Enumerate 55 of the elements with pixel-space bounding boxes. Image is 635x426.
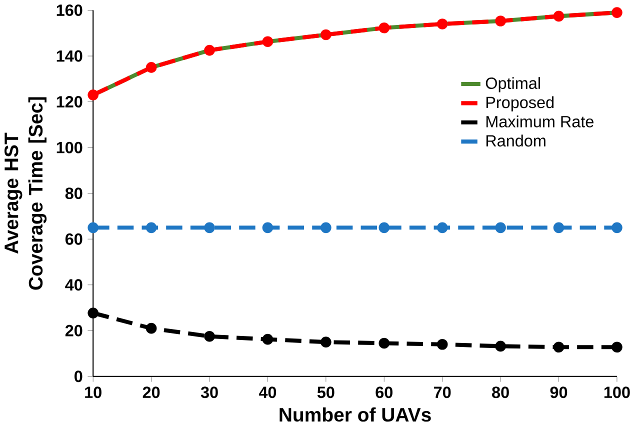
point xyxy=(146,322,157,334)
x-tick-label: 90 xyxy=(550,386,568,398)
point xyxy=(553,342,564,352)
x-tick-label: 10 xyxy=(85,386,102,398)
x-tick-label: 70 xyxy=(434,386,451,398)
y-tick-label: 160 xyxy=(56,4,82,16)
point xyxy=(553,10,564,22)
y-tick-label: 100 xyxy=(56,142,82,154)
point xyxy=(146,62,157,73)
point xyxy=(262,36,274,47)
point xyxy=(612,222,622,233)
point xyxy=(146,222,157,233)
point xyxy=(88,222,99,233)
point xyxy=(612,7,622,18)
point xyxy=(320,336,332,348)
y-tick-label: 20 xyxy=(65,324,82,336)
point xyxy=(612,342,622,352)
point xyxy=(320,222,332,233)
point xyxy=(204,44,215,56)
legend-label: Proposed xyxy=(486,96,554,112)
x-tick-label: 80 xyxy=(492,386,509,398)
point xyxy=(436,338,448,350)
point xyxy=(378,222,390,233)
y-tick-label: 80 xyxy=(65,187,82,199)
x-tick-label: 100 xyxy=(604,386,630,398)
point xyxy=(495,340,506,352)
x-tick-label: 20 xyxy=(142,386,160,398)
point xyxy=(88,308,99,318)
point xyxy=(378,22,390,34)
point xyxy=(320,29,332,40)
point xyxy=(436,222,448,233)
point xyxy=(436,18,448,30)
point xyxy=(204,330,215,342)
y-tick-label: 40 xyxy=(65,279,82,291)
point xyxy=(495,15,506,26)
point xyxy=(553,222,564,233)
x-tick-label: 50 xyxy=(317,386,334,398)
y-tick-label: 0 xyxy=(74,370,82,382)
point xyxy=(88,89,99,100)
y-tick-label: 140 xyxy=(56,50,82,62)
x-axis-title: Number of UAVs xyxy=(280,407,431,422)
point xyxy=(262,222,274,233)
point xyxy=(262,334,274,345)
point xyxy=(495,222,506,233)
legend-label: Optimal xyxy=(486,77,540,92)
x-tick-label: 60 xyxy=(376,386,392,398)
point xyxy=(378,338,390,349)
y-tick-label: 60 xyxy=(65,233,82,245)
x-tick-label: 30 xyxy=(200,386,218,398)
legend-label: Random xyxy=(486,134,546,146)
y-axis-title: Average HST Coverage Time [Sec] xyxy=(4,97,47,290)
y-tick-label: 120 xyxy=(56,96,82,108)
legend-label: Maximum Rate xyxy=(486,115,594,128)
point xyxy=(204,222,215,233)
x-tick-label: 40 xyxy=(258,386,276,398)
